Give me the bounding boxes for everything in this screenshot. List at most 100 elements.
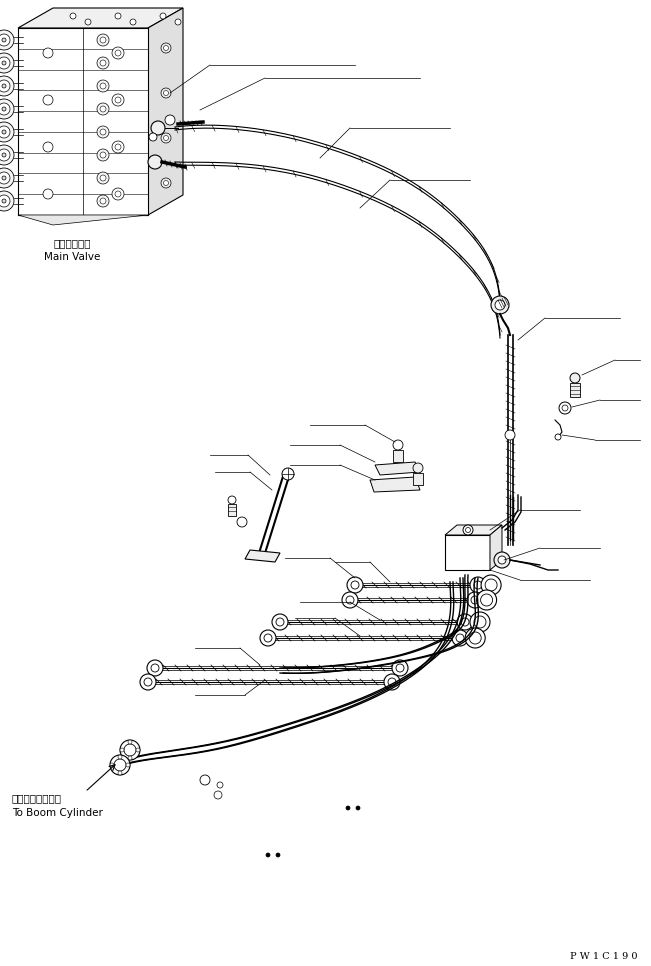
Circle shape [2, 176, 6, 180]
Circle shape [100, 129, 106, 135]
Circle shape [0, 149, 10, 161]
Circle shape [463, 525, 473, 535]
Circle shape [149, 133, 157, 141]
Circle shape [474, 581, 482, 589]
Circle shape [457, 614, 473, 630]
Circle shape [110, 763, 114, 767]
Circle shape [217, 782, 223, 788]
Circle shape [2, 38, 6, 42]
Circle shape [112, 188, 124, 200]
Circle shape [161, 88, 171, 98]
Circle shape [396, 664, 404, 672]
Circle shape [43, 189, 53, 199]
Circle shape [118, 771, 122, 775]
Circle shape [85, 19, 91, 25]
Circle shape [110, 755, 130, 775]
Polygon shape [245, 550, 280, 562]
Circle shape [266, 853, 270, 857]
Circle shape [0, 168, 14, 188]
Circle shape [392, 660, 408, 676]
Text: Main Valve: Main Valve [44, 252, 100, 262]
Circle shape [505, 430, 515, 440]
Circle shape [100, 83, 106, 89]
Circle shape [163, 91, 169, 96]
Circle shape [97, 34, 109, 46]
Circle shape [0, 103, 10, 115]
Circle shape [115, 13, 121, 19]
Circle shape [114, 759, 126, 771]
Circle shape [485, 579, 497, 591]
Circle shape [555, 434, 561, 440]
Circle shape [276, 853, 280, 857]
Circle shape [237, 517, 247, 527]
Circle shape [115, 144, 121, 150]
Circle shape [351, 581, 359, 589]
Circle shape [100, 37, 106, 43]
Polygon shape [18, 215, 148, 225]
Circle shape [570, 373, 580, 383]
Circle shape [413, 463, 423, 473]
Polygon shape [375, 462, 420, 475]
Polygon shape [148, 8, 183, 215]
Circle shape [480, 594, 493, 606]
Circle shape [0, 145, 14, 165]
Bar [570, 383, 580, 397]
Circle shape [342, 592, 358, 608]
Circle shape [200, 775, 210, 785]
Circle shape [100, 152, 106, 158]
Circle shape [97, 103, 109, 115]
Polygon shape [445, 535, 490, 570]
Circle shape [120, 748, 124, 752]
Bar [393, 450, 403, 462]
Circle shape [471, 596, 479, 604]
Circle shape [130, 19, 136, 25]
Circle shape [346, 806, 350, 810]
Circle shape [97, 80, 109, 92]
Circle shape [147, 660, 163, 676]
Circle shape [128, 756, 132, 760]
Circle shape [356, 806, 360, 810]
Circle shape [2, 107, 6, 111]
Circle shape [0, 172, 10, 184]
Circle shape [264, 634, 272, 642]
Circle shape [124, 744, 136, 756]
Circle shape [481, 575, 501, 595]
Circle shape [465, 628, 485, 648]
Circle shape [0, 99, 14, 119]
Circle shape [100, 106, 106, 112]
Bar [228, 504, 236, 516]
Circle shape [112, 141, 124, 153]
Circle shape [2, 199, 6, 203]
Circle shape [346, 596, 354, 604]
Circle shape [126, 763, 130, 767]
Circle shape [128, 740, 132, 744]
Circle shape [559, 402, 571, 414]
Circle shape [115, 97, 121, 103]
Circle shape [163, 45, 169, 50]
Circle shape [151, 664, 159, 672]
Circle shape [148, 155, 162, 169]
Circle shape [2, 130, 6, 134]
Circle shape [347, 577, 363, 593]
Circle shape [140, 674, 156, 690]
Circle shape [214, 791, 222, 799]
Text: To Boom Cylinder: To Boom Cylinder [12, 808, 103, 818]
Circle shape [0, 53, 14, 73]
Circle shape [115, 50, 121, 56]
Circle shape [144, 678, 152, 686]
Circle shape [2, 84, 6, 88]
Circle shape [272, 614, 288, 630]
Circle shape [0, 122, 14, 142]
Polygon shape [18, 8, 183, 28]
Circle shape [2, 61, 6, 65]
Circle shape [562, 405, 568, 411]
Circle shape [470, 612, 490, 632]
Circle shape [276, 618, 284, 626]
Circle shape [100, 175, 106, 181]
Circle shape [151, 121, 165, 135]
Circle shape [0, 80, 10, 92]
Circle shape [161, 43, 171, 53]
Circle shape [461, 618, 469, 626]
Circle shape [100, 60, 106, 66]
Circle shape [112, 94, 124, 106]
